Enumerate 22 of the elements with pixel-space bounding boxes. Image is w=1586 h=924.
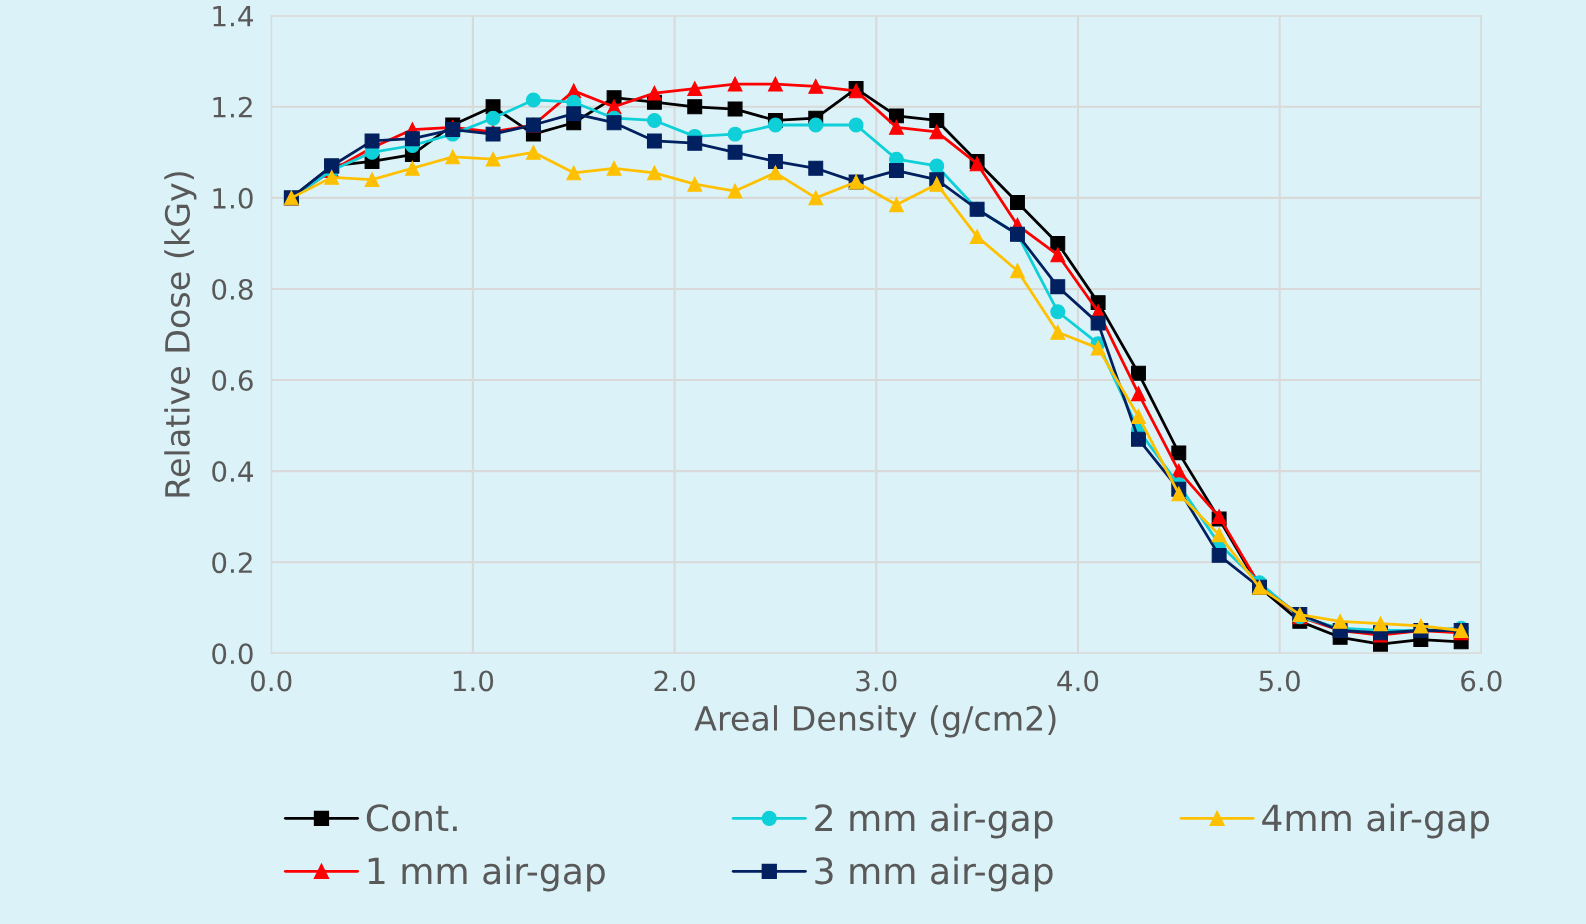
y-tick-label: 0.6 — [212, 369, 253, 391]
legend-label: 3 mm air-gap — [815, 856, 1053, 892]
x-tick-label: 5.0 — [1259, 670, 1300, 692]
y-tick-label: 1.4 — [213, 6, 253, 27]
y-tick-label: 1.2 — [213, 96, 252, 118]
y-tick-label: 1.0 — [213, 187, 253, 209]
legend-label: 4mm air-gap — [1262, 803, 1489, 839]
x-tick-label: 3.0 — [856, 670, 897, 692]
y-tick-label: 0.2 — [212, 552, 252, 574]
y-tick-label: 0.0 — [212, 643, 253, 665]
x-tick-label: 1.0 — [453, 670, 494, 692]
x-axis-title: Areal Density (g/cm2) — [694, 705, 1056, 738]
x-tick-label: 4.0 — [1057, 670, 1099, 692]
x-tick-label: 2.0 — [654, 670, 695, 692]
y-tick-label: 0.8 — [212, 278, 253, 300]
x-tick-label: 0.0 — [250, 670, 292, 692]
y-axis-title: Relative Dose (kGy) — [164, 172, 197, 497]
legend-label: 1 mm air-gap — [368, 856, 605, 892]
y-tick-label: 0.4 — [212, 461, 253, 483]
legend-label: 2 mm air-gap — [815, 803, 1053, 839]
legend-label: Cont. — [366, 804, 457, 832]
x-tick-label: 6.0 — [1461, 670, 1502, 692]
